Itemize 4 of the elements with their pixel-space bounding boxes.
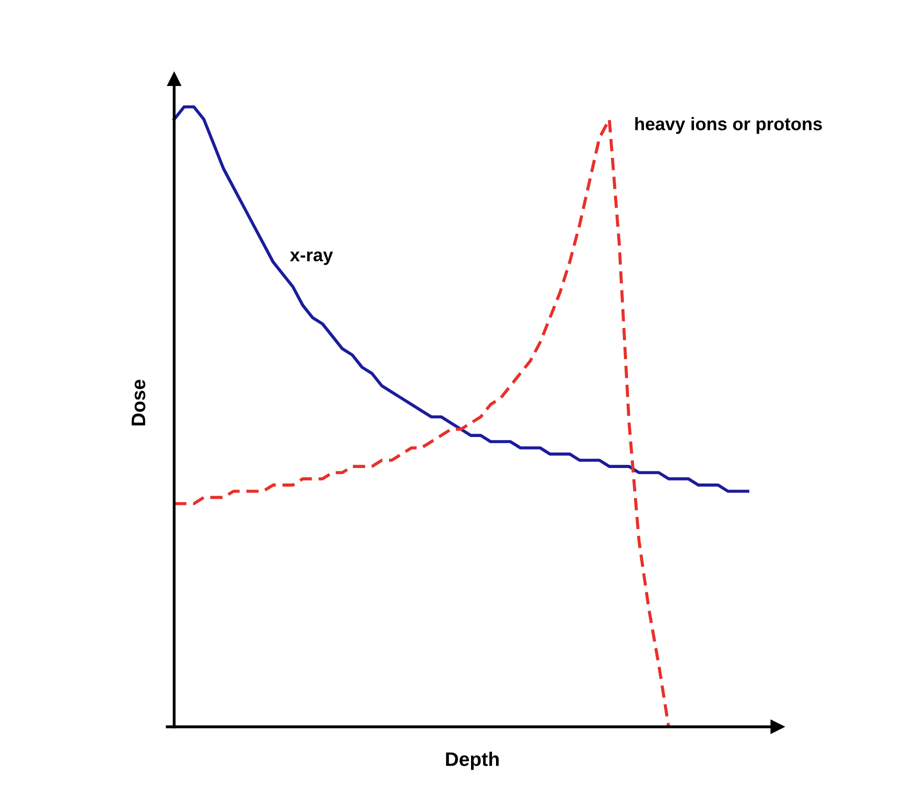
y-axis-title: Dose — [132, 380, 146, 426]
x-axis-title: Depth — [446, 752, 499, 770]
series-label: heavy ions or protons — [635, 117, 822, 134]
series-label: x-ray — [290, 252, 333, 265]
